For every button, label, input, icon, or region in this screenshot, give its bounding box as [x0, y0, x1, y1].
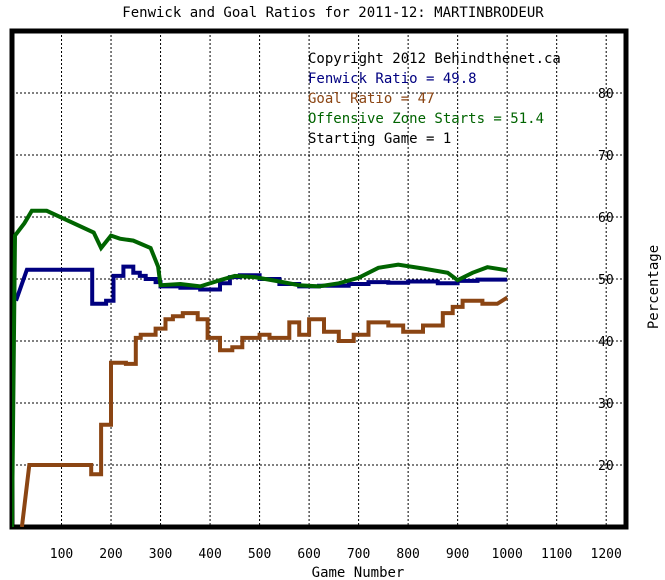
- legend-entry: Copyright 2012 Behindthenet.ca: [308, 51, 561, 67]
- y-tick-label: 70: [598, 149, 614, 164]
- y-tick-label: 40: [598, 335, 614, 350]
- x-tick-label: 1200: [591, 547, 622, 562]
- x-tick-label: 100: [50, 547, 73, 562]
- x-tick-label: 200: [99, 547, 122, 562]
- chart-title: Fenwick and Goal Ratios for 2011-12: MAR…: [122, 5, 544, 21]
- x-tick-label: 600: [297, 547, 320, 562]
- y-tick-label: 80: [598, 87, 614, 102]
- legend-entry: Fenwick Ratio = 49.8: [308, 71, 477, 87]
- x-tick-label: 400: [198, 547, 221, 562]
- y-tick-label: 30: [598, 397, 614, 412]
- x-tick-label: 1100: [541, 547, 572, 562]
- x-tick-label: 900: [446, 547, 469, 562]
- series-line-offensive-zone-starts: [12, 208, 508, 527]
- y-axis-title: Percentage: [646, 245, 662, 329]
- legend: Copyright 2012 Behindthenet.ca Fenwick Ra…: [308, 51, 561, 147]
- series-layer: [12, 208, 509, 527]
- y-tick-label: 50: [598, 273, 614, 288]
- series-line-goal-ratio: [19, 295, 509, 527]
- x-tick-label: 700: [347, 547, 370, 562]
- x-axis-title: Game Number: [312, 565, 405, 580]
- x-tick-label: 300: [149, 547, 172, 562]
- legend-entry: Starting Game = 1: [308, 131, 451, 147]
- series-line-fenwick-ratio: [14, 264, 508, 306]
- legend-entry: Goal Ratio = 47: [308, 91, 434, 107]
- tick-labels: 100 200 300 400 500 600 700 800 900 1000 1100 1200 2…: [50, 87, 622, 562]
- y-tick-label: 60: [598, 211, 614, 226]
- x-tick-label: 800: [396, 547, 419, 562]
- x-tick-label: 500: [248, 547, 271, 562]
- legend-entry: Offensive Zone Starts = 51.4: [308, 111, 544, 127]
- x-tick-label: 1000: [492, 547, 523, 562]
- y-tick-label: 20: [598, 459, 614, 474]
